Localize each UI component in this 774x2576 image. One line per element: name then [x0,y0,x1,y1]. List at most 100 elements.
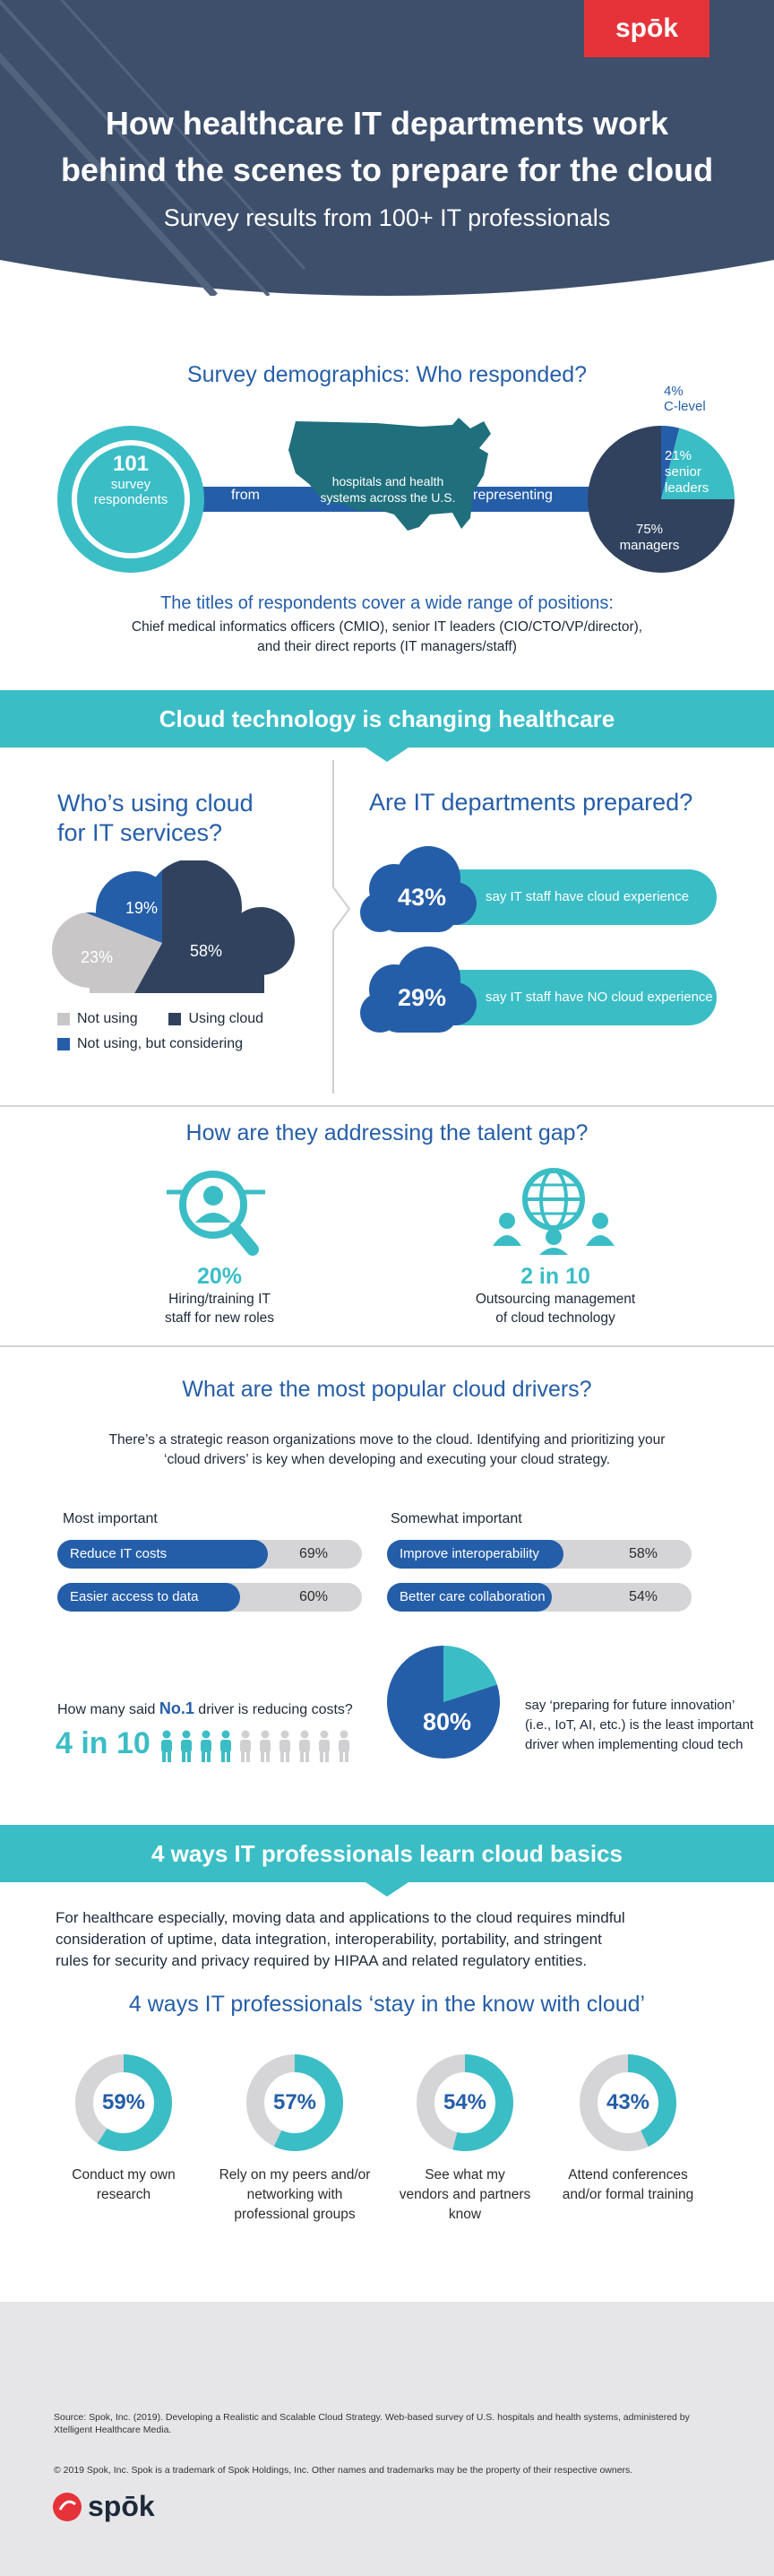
way2-caption: Rely on my peers and/or networking with … [219,2165,371,2225]
driver-bar-fill: Improve interoperability [387,1540,564,1569]
footer-copyright: © 2019 Spok, Inc. Spok is a trademark of… [54,2465,633,2476]
way4-line1: Attend conferences [568,2167,688,2183]
driver-bar-fill: Better care collaboration [387,1583,552,1612]
way4-line2: and/or formal training [562,2187,694,2202]
pie-clevel-pct: 4% [664,384,684,399]
footer-source: Source: Spok, Inc. (2019). Developing a … [54,2411,735,2436]
driver-bar-reduce-costs: Reduce IT costs 69% [57,1540,362,1569]
prepared-clouds [360,846,477,1033]
person-icon [339,1730,349,1762]
driver-bar-fill: Reduce IT costs [57,1540,268,1569]
way1-line1: Conduct my own [72,2167,176,2183]
way3-pct: 54% [443,2090,487,2114]
prepared-stat2-text: say IT staff have NO cloud experience [486,990,713,1005]
from-label: from [231,488,260,503]
usage-pie-chart [52,860,295,993]
learn-intro: For healthcare especially, moving data a… [56,1907,736,1972]
footer-logo[interactable]: spōk [52,2490,155,2523]
driver-bar-fill: Easier access to data [57,1583,240,1612]
spok-logo[interactable]: spōk [584,0,710,57]
person-icon [240,1730,251,1762]
footer: Source: Spok, Inc. (2019). Developing a … [0,2302,774,2576]
usage-legend: Not using Using cloud Not using, but con… [57,1011,263,1052]
column-divider [332,760,351,1094]
pie-slice-managers [588,426,735,573]
no1-question: How many said No.1 driver is reducing co… [57,1699,353,1718]
legend-not-using: Not using [57,1011,165,1027]
outsource-stat: 2 in 10 [520,1264,590,1289]
hire-line2: staff for new roles [164,1310,275,1326]
pie-senior-label1: senior [665,464,701,480]
learn-intro-line3: rules for security and privacy required … [56,1952,588,1969]
titles-block: The titles of respondents cover a wide r… [0,593,774,657]
driver-bar-pct: 69% [298,1546,328,1561]
innovation-pct: 80% [423,1708,472,1735]
person-icon [220,1730,231,1762]
outsource-line1: Outsourcing management [475,1292,636,1307]
legend-swatch-blue [57,1037,70,1050]
people-icons-row [161,1730,349,1762]
driver-bar-interoperability: Improve interoperability 58% [387,1540,692,1569]
way1-line2: research [96,2187,151,2202]
no1-question-post: driver is reducing costs? [194,1702,353,1717]
way2-line1: Rely on my peers and/or [219,2167,371,2183]
person-icon [260,1730,271,1762]
person-icon [299,1730,310,1762]
hospitals-line1: hospitals and health [331,474,444,488]
way4-pct: 43% [606,2090,650,2114]
driver-bar-pct: 58% [628,1546,658,1561]
pie-managers-label: managers [619,538,680,553]
legend-swatch-gray [57,1012,70,1025]
way2-pct: 57% [272,2090,317,2114]
divider-line-2 [0,1345,774,1347]
hero-background [0,0,774,296]
way1-pct: 59% [101,2090,146,2114]
page-title: How healthcare IT departments work behin… [0,100,774,194]
way2-line3: professional groups [234,2207,356,2222]
way3-line1: See what my [425,2167,505,2183]
person-icon [280,1730,290,1762]
usage-pct-using: 58% [190,942,223,960]
footer-logo-text: spōk [88,2490,155,2522]
hire-line1: Hiring/training IT [168,1292,271,1307]
learn-band: 4 ways IT professionals learn cloud basi… [0,1825,774,1882]
donut-value-arc [417,2054,513,2151]
drivers-intro-line1: There’s a strategic reason organizations… [108,1432,666,1448]
innovation-slice-value [387,1646,500,1759]
titles-line1: Chief medical informatics officers (CMIO… [131,619,643,635]
respondents-circle [77,445,185,553]
no1-question-pre: How many said [57,1702,159,1717]
way3-donut [417,2054,513,2151]
way3-caption: See what my vendors and partners know [389,2165,541,2225]
cloud-changing-title: Cloud technology is changing healthcare [159,705,615,732]
pie-senior-pct: 21% [665,448,692,463]
drivers-intro-line2: ‘cloud drivers’ is key when developing a… [164,1452,610,1467]
person-icon [181,1730,192,1762]
hero-banner: spōk How healthcare IT departments work … [0,0,774,296]
prepared-stat1-pct: 43% [398,884,447,911]
divider-line [0,1105,774,1107]
driver-bar-pct: 60% [298,1589,328,1604]
person-icon [201,1730,211,1762]
demographics-graphic [57,418,735,573]
innovation-text: say ‘preparing for future innovation’ (i… [525,1696,753,1755]
usage-title: Who’s using cloud for IT services? [57,789,254,848]
cloud-icon-2 [360,947,477,1033]
way1-caption: Conduct my own research [47,2165,200,2205]
magnifier-person-icon [167,1171,265,1256]
way2-donut [246,2054,343,2151]
way3-line2: vendors and partners [399,2187,531,2202]
hire-stat: 20% [196,1264,243,1289]
page-title-line1: How healthcare IT departments work [105,105,669,142]
innovation-line3: driver when implementing cloud tech [525,1737,744,1752]
prepared-title: Are IT departments prepared? [369,789,693,816]
donut-value-arc [75,2054,172,2151]
respondents-label-line1: survey [110,477,151,492]
role-pie-chart [588,426,735,573]
innovation-slice-rest [443,1646,497,1702]
outsource-line2: of cloud technology [495,1310,615,1326]
usage-title-line1: Who’s using cloud [57,790,254,817]
pie-senior-label2: leaders [665,480,710,496]
respondents-label-line2: respondents [93,492,168,507]
hospitals-line2: systems across the U.S. [320,490,456,505]
